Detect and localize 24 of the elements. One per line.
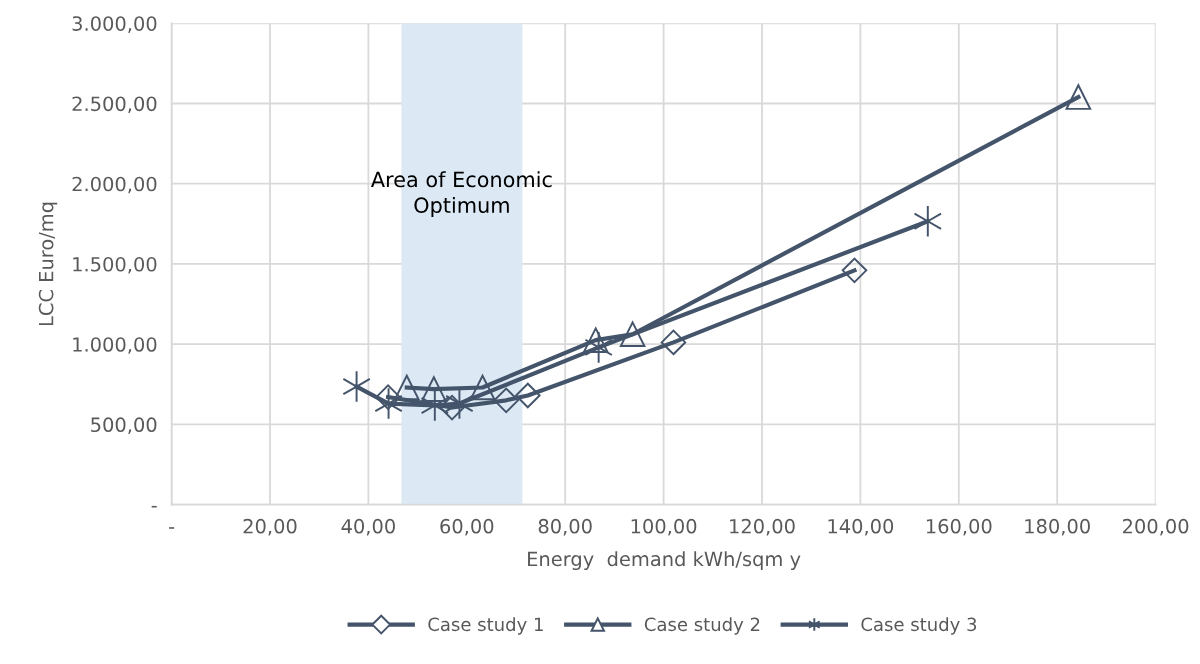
y-tick-label: 500,00 bbox=[91, 417, 157, 435]
x-tick-label: 180,00 bbox=[1025, 518, 1090, 536]
x-tick-label: 20,00 bbox=[243, 518, 297, 536]
x-tick-label: 140,00 bbox=[828, 518, 894, 536]
x-tick-label: 40,00 bbox=[341, 518, 395, 536]
x-tick-label: 100,00 bbox=[631, 518, 697, 536]
y-tick-label: 2.000,00 bbox=[72, 176, 157, 194]
legend-label: Case study 3 bbox=[861, 617, 977, 635]
legend-label: Case study 2 bbox=[644, 617, 760, 635]
y-tick-label: 1.000,00 bbox=[73, 337, 157, 354]
x-tick-label: 200,00 bbox=[1123, 518, 1189, 536]
x-tick-label: 160,00 bbox=[926, 518, 992, 536]
x-tick-label: 120,00 bbox=[730, 518, 795, 536]
x-tick-label: 80,00 bbox=[538, 518, 592, 536]
x-tick-label: 60,00 bbox=[440, 518, 494, 536]
band-label: Area of Economic Optimum bbox=[370, 171, 552, 218]
y-tick-label: 1.500,00 bbox=[73, 256, 157, 274]
legend-label: Case study 1 bbox=[428, 617, 543, 635]
y-tick-label: 2.500,00 bbox=[72, 96, 157, 114]
y-axis-title: LCC Euro/mq bbox=[38, 202, 58, 326]
y-tick-label: 3.000,00 bbox=[72, 16, 157, 33]
x-tick-label: - bbox=[169, 527, 175, 529]
x-axis-title: Energy demand kWh/sqm y bbox=[528, 551, 801, 571]
y-tick-label: - bbox=[151, 505, 157, 508]
